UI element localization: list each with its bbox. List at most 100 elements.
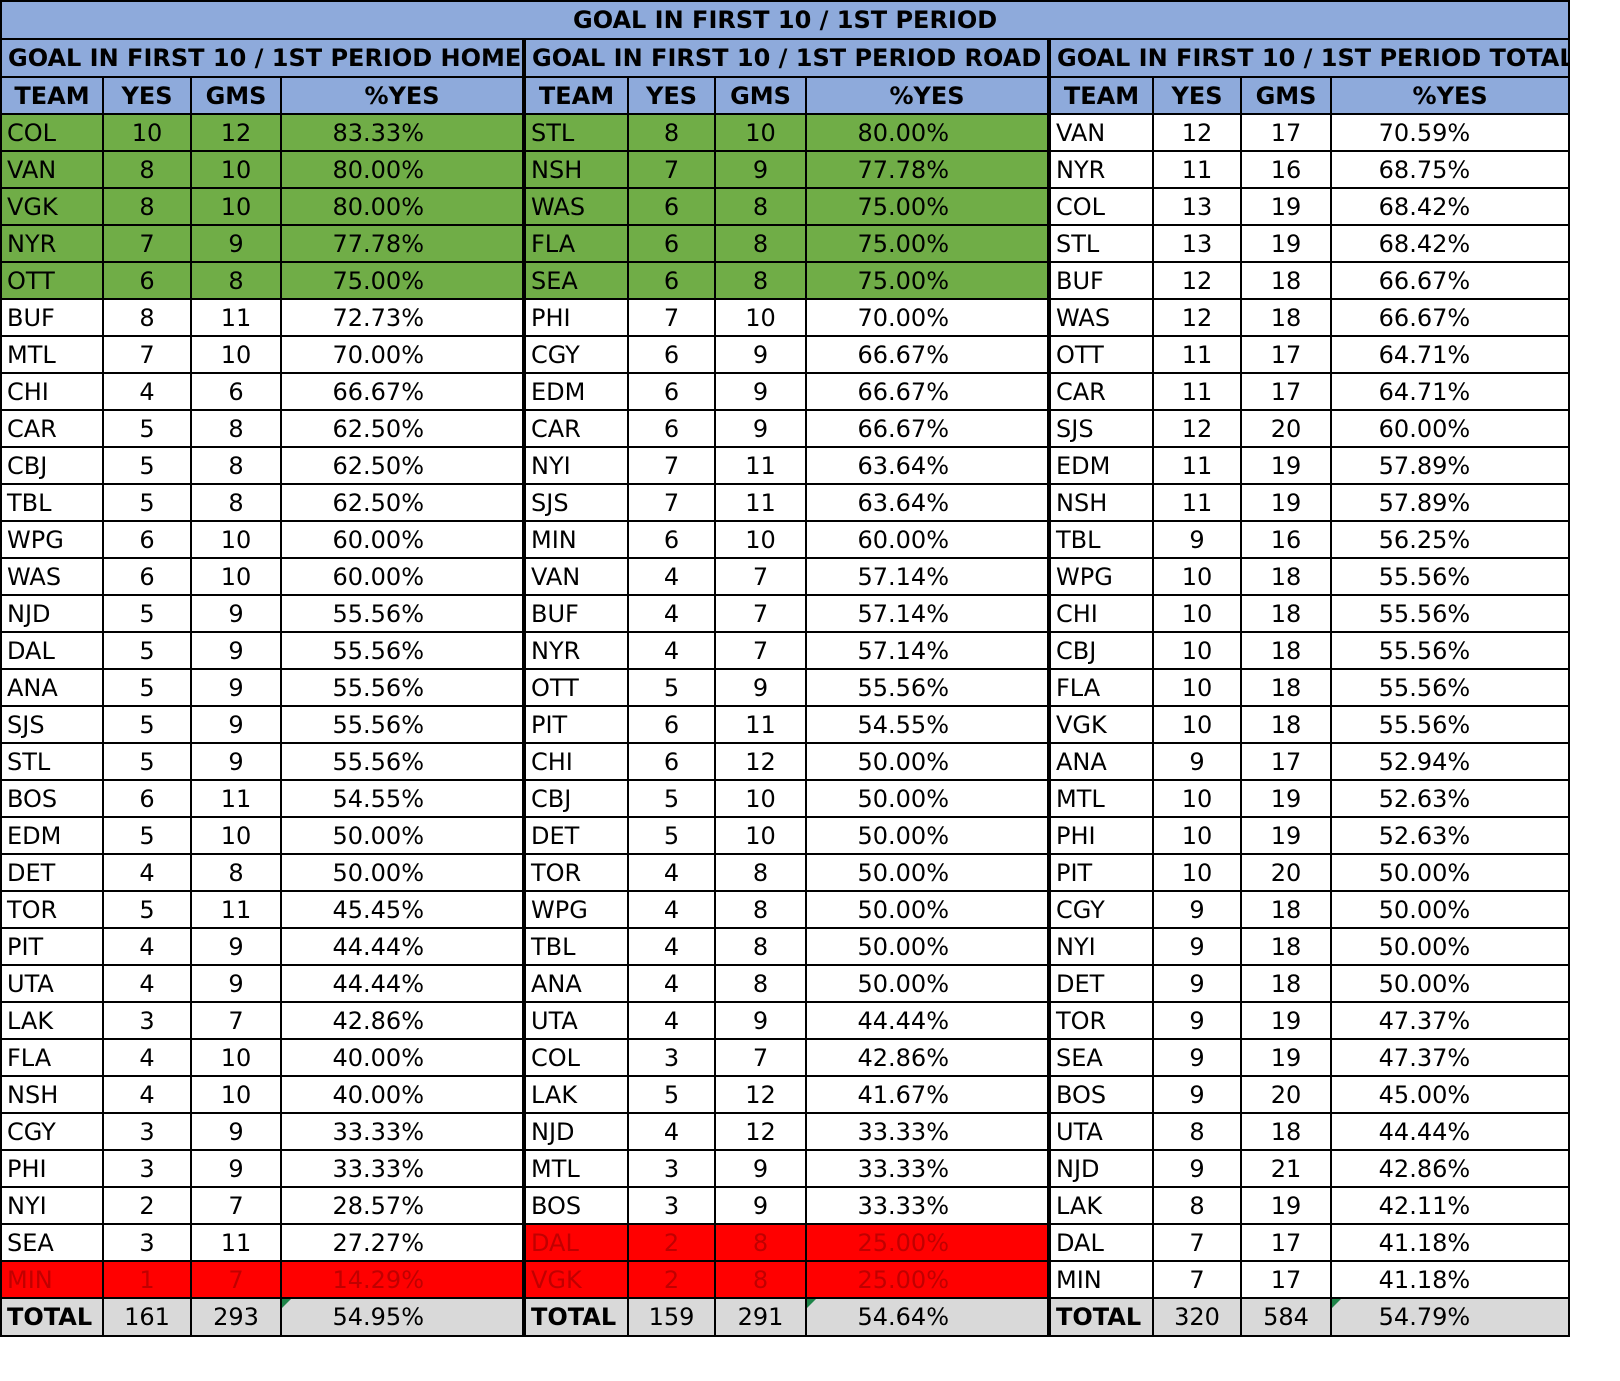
cell-gms: 10 [190,816,282,855]
cell-pct-yes: 33.33% [805,1186,1050,1225]
cell-team: CAR [522,409,629,448]
cell-pct-yes: 50.00% [1329,964,1571,1003]
cell-gms: 21 [1240,1149,1332,1188]
cell-gms: 11 [190,779,282,818]
cell-yes: 7 [627,483,716,522]
cell-gms: 18 [1240,298,1332,337]
cell-pct-yes: 80.00% [805,113,1050,152]
table-row: BUF 8 11 72.73% PHI 7 10 70.00% WAS 12 18 66.67% [0,298,1571,337]
cell-gms: 10 [714,298,807,337]
cell-gms: 17 [1240,742,1332,781]
cell-pct-yes: 57.14% [805,557,1050,596]
cell-yes: 4 [627,631,716,670]
cell-yes: 8 [627,113,716,152]
cell-team: PIT [1047,853,1154,892]
cell-yes: 7 [627,298,716,337]
cell-team: UTA [522,1001,629,1040]
table-row: CGY 3 9 33.33% NJD 4 12 33.33% UTA 8 18 44.44% [0,1112,1571,1151]
cell-yes: 9 [1152,964,1242,1003]
page-title: GOAL IN FIRST 10 / 1ST PERIOD [0,0,1571,40]
table-row: VAN 8 10 80.00% NSH 7 9 77.78% NYR 11 16 68.75% [0,150,1571,189]
cell-gms: 8 [714,1260,807,1299]
cell-team: CAR [1047,372,1154,411]
cell-yes: 3 [627,1186,716,1225]
cell-gms: 9 [714,1149,807,1188]
cell-pct-yes: 57.89% [1329,483,1571,522]
cell-pct-yes: 75.00% [280,261,525,300]
cell-pct-yes: 70.00% [280,335,525,374]
cell-pct-yes: 41.18% [1329,1223,1571,1262]
cell-pct-yes: 80.00% [280,150,525,189]
cell-team: OTT [1047,335,1154,374]
cell-team: TBL [0,483,104,522]
cell-yes: 5 [102,483,192,522]
cell-yes: 6 [102,779,192,818]
cell-team: CBJ [1047,631,1154,670]
cell-team: PHI [522,298,629,337]
cell-gms: 10 [190,1075,282,1114]
cell-team: PHI [0,1149,104,1188]
cell-pct-yes: 33.33% [805,1149,1050,1188]
cell-pct-yes: 44.44% [280,927,525,966]
cell-team: BUF [0,298,104,337]
cell-team: FLA [522,224,629,263]
cell-team: BOS [522,1186,629,1225]
cell-gms: 19 [1240,1001,1332,1040]
cell-yes: 7 [627,446,716,485]
cell-pct-yes: 50.00% [805,853,1050,892]
cell-gms: 20 [1240,409,1332,448]
cell-pct-yes: 55.56% [1329,594,1571,633]
cell-pct-yes: 44.44% [805,1001,1050,1040]
cell-gms: 8 [714,853,807,892]
cell-pct-yes: 64.71% [1329,372,1571,411]
cell-pct-yes: 75.00% [805,187,1050,226]
cell-team: LAK [1047,1186,1154,1225]
cell-pct-yes: 60.00% [280,557,525,596]
cell-team: PIT [0,927,104,966]
cell-pct-yes: 28.57% [280,1186,525,1225]
cell-gms: 18 [1240,631,1332,670]
cell-team: WPG [522,890,629,929]
cell-team: NYR [0,224,104,263]
cell-team: STL [1047,224,1154,263]
cell-yes: 10 [102,113,192,152]
cell-gms: 17 [1240,1260,1332,1299]
cell-pct-yes: 64.71% [1329,335,1571,374]
cell-team: ANA [0,668,104,707]
cell-team: CGY [0,1112,104,1151]
cell-pct-yes: 83.33% [280,113,525,152]
cell-team: MTL [1047,779,1154,818]
cell-team: VAN [1047,113,1154,152]
cell-pct-yes: 42.86% [280,1001,525,1040]
cell-yes: 11 [1152,483,1242,522]
cell-team: ANA [522,964,629,1003]
cell-gms: 10 [714,520,807,559]
cell-pct-yes: 50.00% [805,779,1050,818]
cell-pct-yes: 42.86% [805,1038,1050,1077]
cell-gms: 6 [190,372,282,411]
cell-yes: 5 [102,816,192,855]
cell-team: COL [1047,187,1154,226]
cell-yes: 6 [627,335,716,374]
cell-gms: 9 [714,372,807,411]
cell-gms: 9 [714,335,807,374]
table-row: NSH 4 10 40.00% LAK 5 12 41.67% BOS 9 20 45.00% [0,1075,1571,1114]
cell-pct-yes: 68.42% [1329,187,1571,226]
cell-team: PHI [1047,816,1154,855]
cell-pct-yes: 54.55% [805,705,1050,744]
cell-pct-yes: 77.78% [805,150,1050,189]
cell-team: NJD [1047,1149,1154,1188]
cell-yes: 3 [102,1149,192,1188]
cell-team: BUF [1047,261,1154,300]
column-header-gms: GMS [1240,76,1332,115]
cell-pct-yes: 55.56% [280,668,525,707]
total-gms: 584 [1240,1297,1332,1337]
group-header-row: GOAL IN FIRST 10 / 1ST PERIOD HOME GOAL I… [0,38,1571,78]
cell-gms: 7 [714,631,807,670]
table-row: DAL 5 9 55.56% NYR 4 7 57.14% CBJ 10 18 55.56% [0,631,1571,670]
cell-yes: 10 [1152,594,1242,633]
cell-yes: 12 [1152,261,1242,300]
table-row: SEA 3 11 27.27% DAL 2 8 25.00% DAL 7 17 41.18% [0,1223,1571,1262]
cell-pct-yes: 55.56% [280,631,525,670]
cell-team: CGY [1047,890,1154,929]
